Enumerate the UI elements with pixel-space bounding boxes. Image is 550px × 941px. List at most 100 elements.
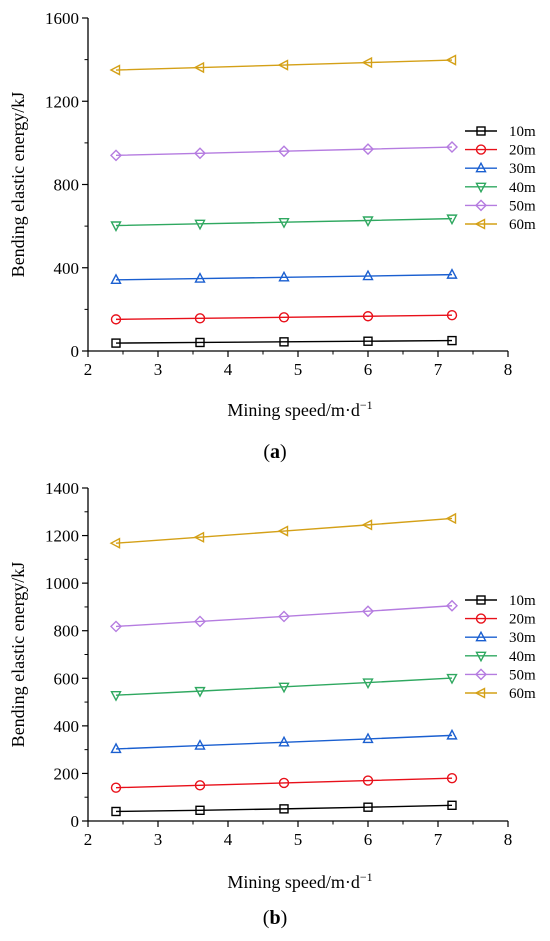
- legend-item-20m: 20m: [465, 612, 536, 628]
- data-point: [195, 805, 205, 815]
- data-point: [279, 804, 289, 814]
- data-point: [278, 610, 290, 623]
- data-point: [362, 216, 374, 228]
- panel-label: (b): [263, 907, 287, 929]
- legend-marker: [475, 651, 487, 663]
- series-50m: [110, 141, 458, 162]
- x-tick-label: 8: [504, 360, 513, 379]
- legend-item-60m: 60m: [465, 686, 536, 702]
- data-point: [277, 525, 289, 537]
- y-tick-label: 1200: [45, 92, 79, 111]
- legend-item-30m: 30m: [465, 630, 536, 646]
- y-tick-label: 400: [54, 717, 80, 736]
- y-axis-title: Bending elastic energy/kJ: [8, 562, 28, 748]
- data-point: [361, 519, 373, 531]
- data-point: [362, 143, 374, 156]
- data-point: [109, 64, 121, 76]
- legend-item-40m: 40m: [465, 649, 536, 665]
- data-point: [363, 802, 373, 812]
- legend-marker: [475, 182, 487, 194]
- legend-item-50m: 50m: [465, 198, 536, 214]
- x-tick-label: 6: [364, 360, 373, 379]
- data-point: [278, 270, 290, 282]
- data-point: [193, 531, 205, 543]
- data-point: [194, 147, 206, 160]
- series-line: [115, 59, 453, 71]
- data-point: [447, 335, 457, 346]
- legend-label: 10m: [509, 124, 536, 140]
- y-tick-label: 1000: [45, 574, 79, 593]
- x-axis-title: Mining speed/m·d−1: [227, 398, 372, 420]
- data-point: [194, 219, 206, 231]
- data-point: [445, 512, 457, 525]
- x-tick-label: 5: [294, 360, 303, 379]
- legend-marker: [475, 630, 487, 642]
- data-point: [110, 149, 122, 162]
- data-point: [111, 338, 121, 348]
- legend-marker: [476, 595, 486, 605]
- legend-item-10m: 10m: [465, 593, 536, 609]
- legend-marker: [475, 613, 487, 624]
- series-60m: [109, 512, 457, 549]
- legend-marker: [474, 218, 486, 230]
- legend-item-50m: 50m: [465, 667, 536, 683]
- legend-item-60m: 60m: [465, 217, 536, 233]
- series-line: [115, 273, 453, 281]
- series-40m: [110, 673, 458, 702]
- y-tick-label: 1400: [45, 479, 79, 498]
- chart-panel-b: 2 3 4 5 6 7 8 0 200 400 600 800 1000 1200 1400 Mining s…: [8, 479, 536, 892]
- series-line: [115, 777, 453, 789]
- data-point: [278, 312, 290, 323]
- series-20m: [110, 310, 458, 325]
- data-point: [109, 537, 121, 549]
- series-50m: [110, 599, 458, 633]
- legend-marker: [475, 161, 487, 173]
- data-point: [362, 775, 374, 786]
- data-point: [363, 336, 373, 346]
- data-point: [278, 145, 290, 158]
- legend-label: 30m: [509, 161, 536, 177]
- data-point: [446, 268, 458, 279]
- legend-label: 60m: [509, 686, 536, 702]
- series-line: [115, 146, 453, 157]
- x-axis-title: Mining speed/m·d−1: [227, 870, 372, 892]
- legend-marker: [475, 199, 487, 212]
- legend-marker: [476, 126, 486, 136]
- data-point: [362, 269, 374, 281]
- legend-label: 50m: [509, 198, 536, 214]
- series-10m: [111, 800, 457, 817]
- data-point: [445, 54, 457, 66]
- series-line: [115, 677, 453, 696]
- y-tick-label: 600: [54, 669, 80, 688]
- legend-marker: [475, 144, 487, 155]
- y-tick-label: 0: [71, 342, 80, 361]
- data-point: [194, 780, 206, 791]
- data-point: [362, 732, 374, 744]
- legend-label: 50m: [509, 667, 536, 683]
- series-60m: [109, 54, 457, 76]
- x-tick-label: 4: [224, 830, 233, 849]
- y-tick-label: 200: [54, 764, 80, 783]
- series-line: [115, 217, 453, 227]
- data-point: [278, 777, 290, 789]
- data-point: [446, 141, 458, 154]
- legend-label: 40m: [509, 180, 536, 196]
- data-point: [195, 337, 205, 348]
- data-point: [446, 772, 458, 784]
- y-tick-label: 0: [71, 812, 80, 831]
- series-20m: [110, 772, 458, 793]
- x-tick-label: 2: [84, 360, 93, 379]
- series-line: [115, 734, 453, 750]
- data-point: [194, 739, 206, 750]
- x-tick-label: 7: [434, 360, 443, 379]
- series-line: [115, 517, 453, 544]
- data-point: [447, 800, 457, 811]
- chart-panel-a: 2 3 4 5 6 7 8 0 400 800 1200 1600 Mining speed/m·d−1…: [8, 9, 536, 420]
- series-30m: [110, 728, 458, 754]
- data-point: [110, 273, 122, 285]
- series-line: [115, 339, 453, 344]
- x-tick-label: 3: [154, 830, 163, 849]
- panel-label: (a): [263, 441, 286, 463]
- data-point: [279, 337, 289, 347]
- data-point: [362, 311, 374, 322]
